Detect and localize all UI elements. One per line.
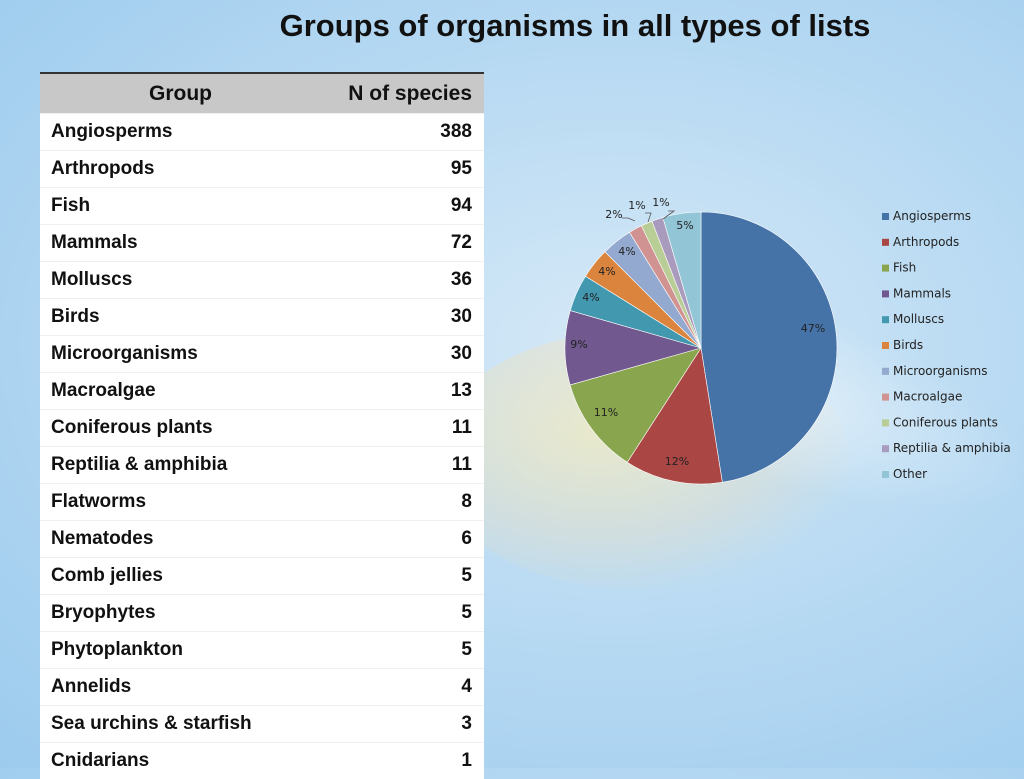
legend-swatch	[882, 342, 889, 349]
legend-swatch	[882, 316, 889, 323]
pie-slice-angiosperms	[701, 212, 837, 482]
pie-data-label: 2%	[605, 208, 622, 221]
legend-label: Arthropods	[893, 235, 959, 249]
pie-data-label: 47%	[801, 322, 825, 335]
legend-swatch	[882, 419, 889, 426]
leader-line	[645, 213, 651, 222]
pie-data-label: 1%	[652, 196, 669, 209]
legend-label: Other	[893, 467, 927, 481]
legend-label: Macroalgae	[893, 390, 962, 404]
legend-swatch	[882, 265, 889, 272]
pie-data-label: 4%	[598, 265, 615, 278]
legend-label: Fish	[893, 261, 916, 275]
pie-data-label: 11%	[594, 406, 618, 419]
leader-line	[622, 218, 635, 221]
pie-data-label: 4%	[582, 291, 599, 304]
legend-swatch	[882, 368, 889, 375]
legend-label: Microorganisms	[893, 364, 987, 378]
legend-swatch	[882, 445, 889, 452]
pie-data-label: 1%	[628, 199, 645, 212]
legend-label: Molluscs	[893, 312, 944, 326]
legend-swatch	[882, 290, 889, 297]
legend-label: Mammals	[893, 286, 951, 300]
legend-swatch	[882, 239, 889, 246]
pie-data-label: 9%	[570, 338, 587, 351]
legend-label: Reptilia & amphibia	[893, 441, 1011, 455]
pie-data-label: 12%	[665, 455, 689, 468]
legend-label: Birds	[893, 338, 923, 352]
legend-label: Angiosperms	[893, 209, 971, 223]
legend-label: Coniferous plants	[893, 415, 998, 429]
pie-data-label: 4%	[618, 245, 635, 258]
legend-swatch	[882, 471, 889, 478]
pie-data-label: 5%	[676, 219, 693, 232]
legend-swatch	[882, 394, 889, 401]
legend-swatch	[882, 213, 889, 220]
